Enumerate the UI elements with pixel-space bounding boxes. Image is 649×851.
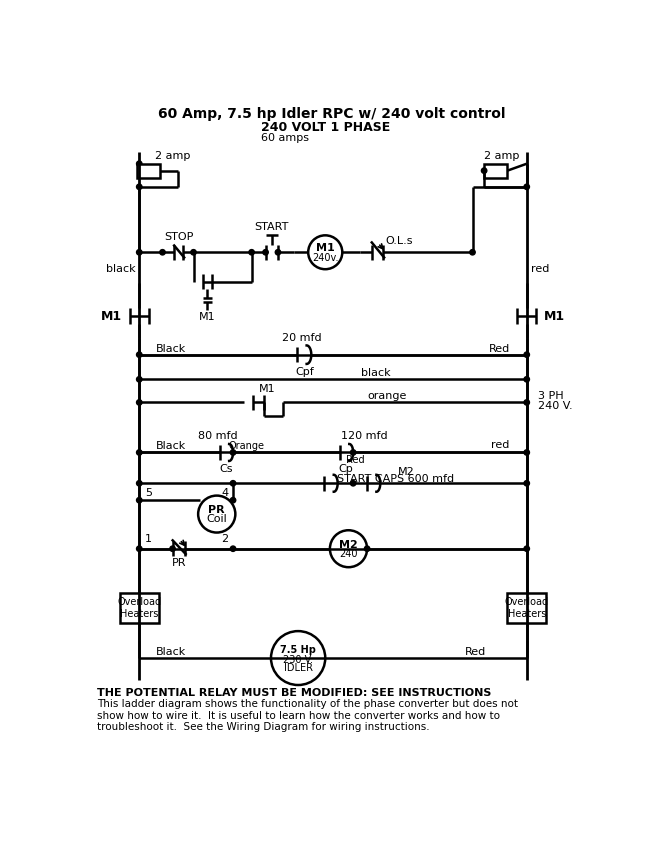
Text: Orange: Orange [228, 442, 264, 451]
Circle shape [136, 498, 142, 503]
Text: 2: 2 [221, 534, 228, 545]
Text: 5: 5 [145, 488, 152, 499]
Text: M1: M1 [316, 243, 335, 254]
Text: Red: Red [346, 455, 365, 465]
Circle shape [136, 546, 142, 551]
Text: 240: 240 [339, 549, 358, 559]
Circle shape [249, 249, 254, 255]
Circle shape [136, 481, 142, 486]
Text: M1: M1 [544, 310, 565, 323]
Circle shape [308, 236, 342, 269]
Text: 80 mfd: 80 mfd [199, 431, 238, 441]
Circle shape [136, 377, 142, 382]
Text: 2 amp: 2 amp [154, 151, 190, 161]
Text: orange: orange [368, 391, 408, 402]
Text: Black: Black [156, 647, 186, 657]
Bar [508, 593, 546, 623]
Text: M2: M2 [339, 540, 358, 550]
Circle shape [191, 249, 196, 255]
Text: troubleshoot it.  See the Wiring Diagram for wiring instructions.: troubleshoot it. See the Wiring Diagram … [97, 722, 429, 733]
Circle shape [230, 546, 236, 551]
Text: 20 mfd: 20 mfd [282, 333, 322, 343]
Text: 230 V.: 230 V. [283, 654, 313, 665]
Text: show how to wire it.  It is useful to learn how the converter works and how to: show how to wire it. It is useful to lea… [97, 711, 500, 721]
Text: Cs: Cs [219, 465, 233, 474]
Circle shape [470, 249, 475, 255]
Text: STOP: STOP [164, 231, 193, 242]
Circle shape [350, 481, 356, 486]
Text: black: black [361, 368, 391, 378]
Text: M1: M1 [199, 312, 215, 322]
Text: 7.5 Hp: 7.5 Hp [280, 645, 316, 655]
Text: 1: 1 [145, 534, 152, 545]
Text: 240v.: 240v. [312, 253, 339, 263]
Circle shape [230, 481, 236, 486]
Circle shape [524, 400, 530, 405]
Bar [120, 593, 158, 623]
Text: Red: Red [489, 344, 509, 353]
Text: red: red [491, 440, 509, 450]
Circle shape [160, 249, 165, 255]
Circle shape [136, 352, 142, 357]
Circle shape [136, 450, 142, 455]
Circle shape [136, 161, 142, 167]
Text: red: red [531, 264, 549, 274]
Circle shape [330, 530, 367, 568]
Circle shape [170, 546, 175, 551]
Text: START: START [254, 222, 289, 231]
Text: 60 amps: 60 amps [261, 134, 309, 143]
Circle shape [350, 450, 356, 455]
Circle shape [524, 546, 530, 551]
Circle shape [524, 184, 530, 190]
Text: IDLER: IDLER [284, 663, 313, 673]
Bar [484, 163, 508, 178]
Text: This ladder diagram shows the functionality of the phase converter but does not: This ladder diagram shows the functional… [97, 700, 518, 709]
Circle shape [198, 495, 236, 533]
Text: Black: Black [156, 344, 186, 353]
Circle shape [524, 377, 530, 382]
Text: PR: PR [208, 505, 225, 515]
Circle shape [524, 450, 530, 455]
Text: Overload
Heaters: Overload Heaters [117, 597, 162, 619]
Text: Cp: Cp [339, 465, 354, 474]
Circle shape [271, 631, 325, 685]
Circle shape [136, 400, 142, 405]
Text: 3 PH: 3 PH [539, 391, 564, 402]
Text: 240 V.: 240 V. [539, 402, 573, 411]
Text: START CAPS 600 mfd: START CAPS 600 mfd [337, 474, 454, 484]
Text: 120 mfd: 120 mfd [341, 431, 387, 441]
Text: M2: M2 [398, 467, 415, 477]
Circle shape [275, 249, 280, 255]
Text: M1: M1 [101, 310, 122, 323]
Circle shape [524, 481, 530, 486]
Text: Overload
Heaters: Overload Heaters [505, 597, 549, 619]
Text: Black: Black [156, 442, 186, 451]
Circle shape [524, 352, 530, 357]
Text: 240 VOLT 1 PHASE: 240 VOLT 1 PHASE [261, 121, 390, 134]
Text: M1: M1 [259, 384, 275, 393]
Text: black: black [106, 264, 136, 274]
Circle shape [136, 184, 142, 190]
Circle shape [136, 249, 142, 255]
Text: O.L.s: O.L.s [386, 236, 413, 246]
Text: 2 amp: 2 amp [484, 151, 519, 161]
Text: PR: PR [171, 557, 186, 568]
Circle shape [263, 249, 268, 255]
Text: 4: 4 [221, 488, 228, 499]
Text: Cpf: Cpf [295, 367, 313, 377]
Circle shape [230, 498, 236, 503]
Circle shape [230, 450, 236, 455]
Text: THE POTENTIAL RELAY MUST BE MODIFIED: SEE INSTRUCTIONS: THE POTENTIAL RELAY MUST BE MODIFIED: SE… [97, 688, 491, 698]
Bar [137, 163, 160, 178]
Text: 60 Amp, 7.5 hp Idler RPC w/ 240 volt control: 60 Amp, 7.5 hp Idler RPC w/ 240 volt con… [158, 107, 506, 122]
Circle shape [482, 168, 487, 174]
Text: Coil: Coil [206, 515, 227, 524]
Text: Red: Red [465, 647, 486, 657]
Circle shape [364, 546, 370, 551]
